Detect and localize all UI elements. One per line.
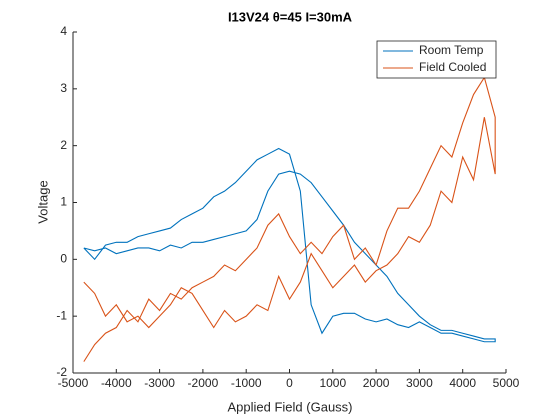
x-axis-label: Applied Field (Gauss): [228, 399, 353, 414]
x-tick-label: -3000: [144, 376, 175, 390]
y-tick-label: -1: [56, 308, 67, 322]
x-tick-label: -4000: [101, 376, 132, 390]
legend: Room Temp Field Cooled: [376, 40, 497, 79]
y-tick-label: 4: [60, 24, 67, 38]
x-tick-label: 5000: [493, 376, 520, 390]
y-tick-label: 3: [60, 81, 67, 95]
x-tick-label: 1000: [319, 376, 346, 390]
legend-label: Field Cooled: [419, 60, 486, 74]
x-tick-label: 0: [286, 376, 293, 390]
x-tick-label: 3000: [406, 376, 433, 390]
legend-box: [376, 40, 497, 79]
y-tick-label: 0: [60, 252, 67, 266]
chart-title: I13V24 θ=45 I=30mA: [228, 9, 353, 24]
data-line: [83, 76, 496, 362]
legend-label: Room Temp: [419, 43, 484, 57]
x-tick-label: -1000: [231, 376, 262, 390]
y-tick-label: 1: [60, 195, 67, 209]
x-tick-label: 2000: [363, 376, 390, 390]
y-tick-label: -2: [56, 365, 67, 379]
y-axis-label: Voltage: [35, 180, 50, 223]
x-tick-label: -5000: [58, 376, 89, 390]
x-tick-label: 4000: [449, 376, 476, 390]
data-line: [83, 147, 496, 343]
y-tick-label: 2: [60, 138, 67, 152]
x-tick-label: -2000: [188, 376, 219, 390]
